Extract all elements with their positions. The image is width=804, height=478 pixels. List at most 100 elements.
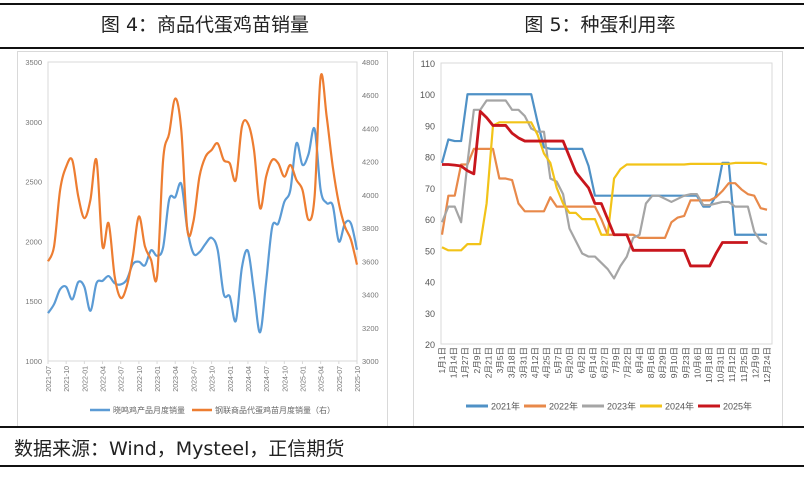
legend-label: 2023年 <box>607 401 636 412</box>
x-tick-label: 2024-07 <box>264 366 271 392</box>
y-right-tick-label: 4000 <box>362 191 379 200</box>
legend-label: 2024年 <box>665 401 694 412</box>
x-tick-label: 2023-10 <box>210 366 217 392</box>
x-tick-label: 2025-01 <box>300 366 307 392</box>
chart-title-left: 图 4：商品代蛋鸡苗销量 <box>100 14 310 36</box>
title-rule <box>0 47 804 49</box>
y-left-tick-label: 1500 <box>25 297 42 306</box>
y-tick-label: 100 <box>420 90 435 100</box>
x-tick-label: 3月31日 <box>518 347 528 378</box>
y-tick-label: 110 <box>421 59 435 69</box>
y-tick-label: 50 <box>425 246 435 256</box>
y-right-tick-label: 3000 <box>362 357 379 366</box>
legend-label: 2021年 <box>491 401 520 412</box>
y-right-tick-label: 4600 <box>362 91 379 100</box>
x-tick-label: 11月12日 <box>727 347 737 382</box>
chart-panel-right: 20 30 40 50 60 70 80 90 100 110 1月1日 1月14日 1月27日 2月9日… <box>413 51 783 427</box>
y-left-tick-label: 3500 <box>25 58 42 67</box>
y-right-tick-label: 4800 <box>362 58 379 67</box>
y-right-tick-label: 4200 <box>362 158 379 167</box>
x-tick-label: 10月6日 <box>692 347 702 378</box>
x-tick-label: 7月9日 <box>611 347 621 373</box>
x-tick-label: 8月29日 <box>658 347 668 378</box>
x-tick-label: 9月23日 <box>681 347 691 378</box>
x-tick-label: 6月2日 <box>576 347 586 373</box>
x-tick-label: 5月7日 <box>553 347 563 373</box>
data-source: 数据来源：Wind，Mysteel，正信期货 <box>14 438 345 460</box>
x-tick-label: 2月21日 <box>483 347 493 378</box>
x-tick-label: 11月25日 <box>739 347 749 382</box>
chart-title-right: 图 5：种蛋利用率 <box>524 14 676 36</box>
y-tick-label: 80 <box>425 153 435 163</box>
legend-label: 钢联商品代蛋鸡苗月度销量（右） <box>215 405 335 415</box>
x-tick-label: 2021-07 <box>46 366 53 392</box>
y-right-tick-label: 4400 <box>362 124 379 133</box>
x-tick-label: 2月9日 <box>472 347 482 373</box>
x-tick-label: 9月10日 <box>669 347 679 378</box>
chart-panel-left: 1000 1500 2000 2500 3000 3500 3000 3200 3400 3600… <box>17 51 388 427</box>
x-tick-label: 8月16日 <box>646 347 656 378</box>
x-tick-label: 2022-04 <box>101 366 108 392</box>
series-line-2024年 <box>441 121 768 252</box>
y-tick-label: 20 <box>425 340 435 350</box>
x-tick-label: 12月24日 <box>762 347 772 383</box>
x-tick-label: 2023-01 <box>155 366 162 392</box>
y-right-tick-label: 3200 <box>362 324 379 333</box>
y-right-tick-label: 3600 <box>362 257 379 266</box>
y-tick-label: 30 <box>425 309 435 319</box>
x-tick-label: 6月14日 <box>588 347 598 378</box>
series-line-2021年 <box>440 93 767 236</box>
x-tick-label: 2025-10 <box>355 366 362 392</box>
plot-area <box>47 61 358 362</box>
y-left-tick-label: 3000 <box>25 118 42 127</box>
sales-line-chart: 1000 1500 2000 2500 3000 3500 3000 3200 3400 3600… <box>25 58 379 415</box>
y-left-tick-label: 2000 <box>25 237 42 246</box>
series-line-2023年 <box>440 99 768 280</box>
x-tick-label: 2022-10 <box>137 366 144 392</box>
legend-label: 2025年 <box>723 401 752 412</box>
y-tick-label: 60 <box>425 215 435 225</box>
series-line-2022年 <box>440 147 768 239</box>
utilization-line-chart: 20 30 40 50 60 70 80 90 100 110 1月1日 1月14日 1月27日 2月9日… <box>420 59 773 412</box>
y-left-tick-label: 1000 <box>25 357 42 366</box>
x-tick-label: 6月27日 <box>600 347 610 378</box>
x-tick-label: 5月20日 <box>565 347 575 378</box>
x-tick-label: 2021-10 <box>64 366 71 392</box>
x-tick-label: 2024-10 <box>282 366 289 392</box>
x-tick-label: 4月12日 <box>530 347 540 378</box>
y-right-tick-label: 3800 <box>362 224 379 233</box>
x-tick-label: 12月9日 <box>750 347 760 378</box>
x-tick-label: 2025-04 <box>319 366 326 392</box>
x-tick-label: 2022-01 <box>82 366 89 392</box>
y-tick-label: 70 <box>425 184 435 194</box>
series-line-2 <box>46 73 359 300</box>
x-tick-label: 3月5日 <box>495 347 505 373</box>
x-tick-label: 1月27日 <box>460 347 470 378</box>
x-tick-label: 2025-07 <box>337 366 344 392</box>
plot-area <box>440 62 773 345</box>
x-tick-label: 8月4日 <box>634 347 644 373</box>
y-tick-label: 40 <box>425 278 435 288</box>
x-tick-label: 2023-04 <box>173 366 180 392</box>
source-rule-top <box>0 426 804 428</box>
x-tick-label: 1月1日 <box>437 347 447 373</box>
source-rule-bottom <box>0 465 804 467</box>
x-tick-label: 3月18日 <box>507 347 517 378</box>
x-tick-label: 7月22日 <box>623 347 633 378</box>
x-tick-label: 10月31日 <box>716 347 726 383</box>
x-tick-label: 2022-07 <box>119 366 126 392</box>
series-line-2025年 <box>442 109 748 268</box>
top-rule <box>0 3 804 5</box>
x-tick-label: 2023-07 <box>191 366 198 392</box>
x-tick-label: 4月25日 <box>541 347 551 378</box>
x-tick-label: 2024-04 <box>246 366 253 392</box>
legend-label: 晓鸣鸡产品月度销量 <box>113 405 185 415</box>
legend-label: 2022年 <box>549 401 578 412</box>
x-tick-label: 10月18日 <box>704 347 714 383</box>
x-tick-label: 1月14日 <box>449 347 459 378</box>
x-tick-label: 2024-01 <box>228 366 235 392</box>
y-left-tick-label: 2500 <box>25 178 42 187</box>
y-right-tick-label: 3400 <box>362 291 379 300</box>
y-tick-label: 90 <box>425 121 435 131</box>
series-line-1 <box>47 126 359 334</box>
